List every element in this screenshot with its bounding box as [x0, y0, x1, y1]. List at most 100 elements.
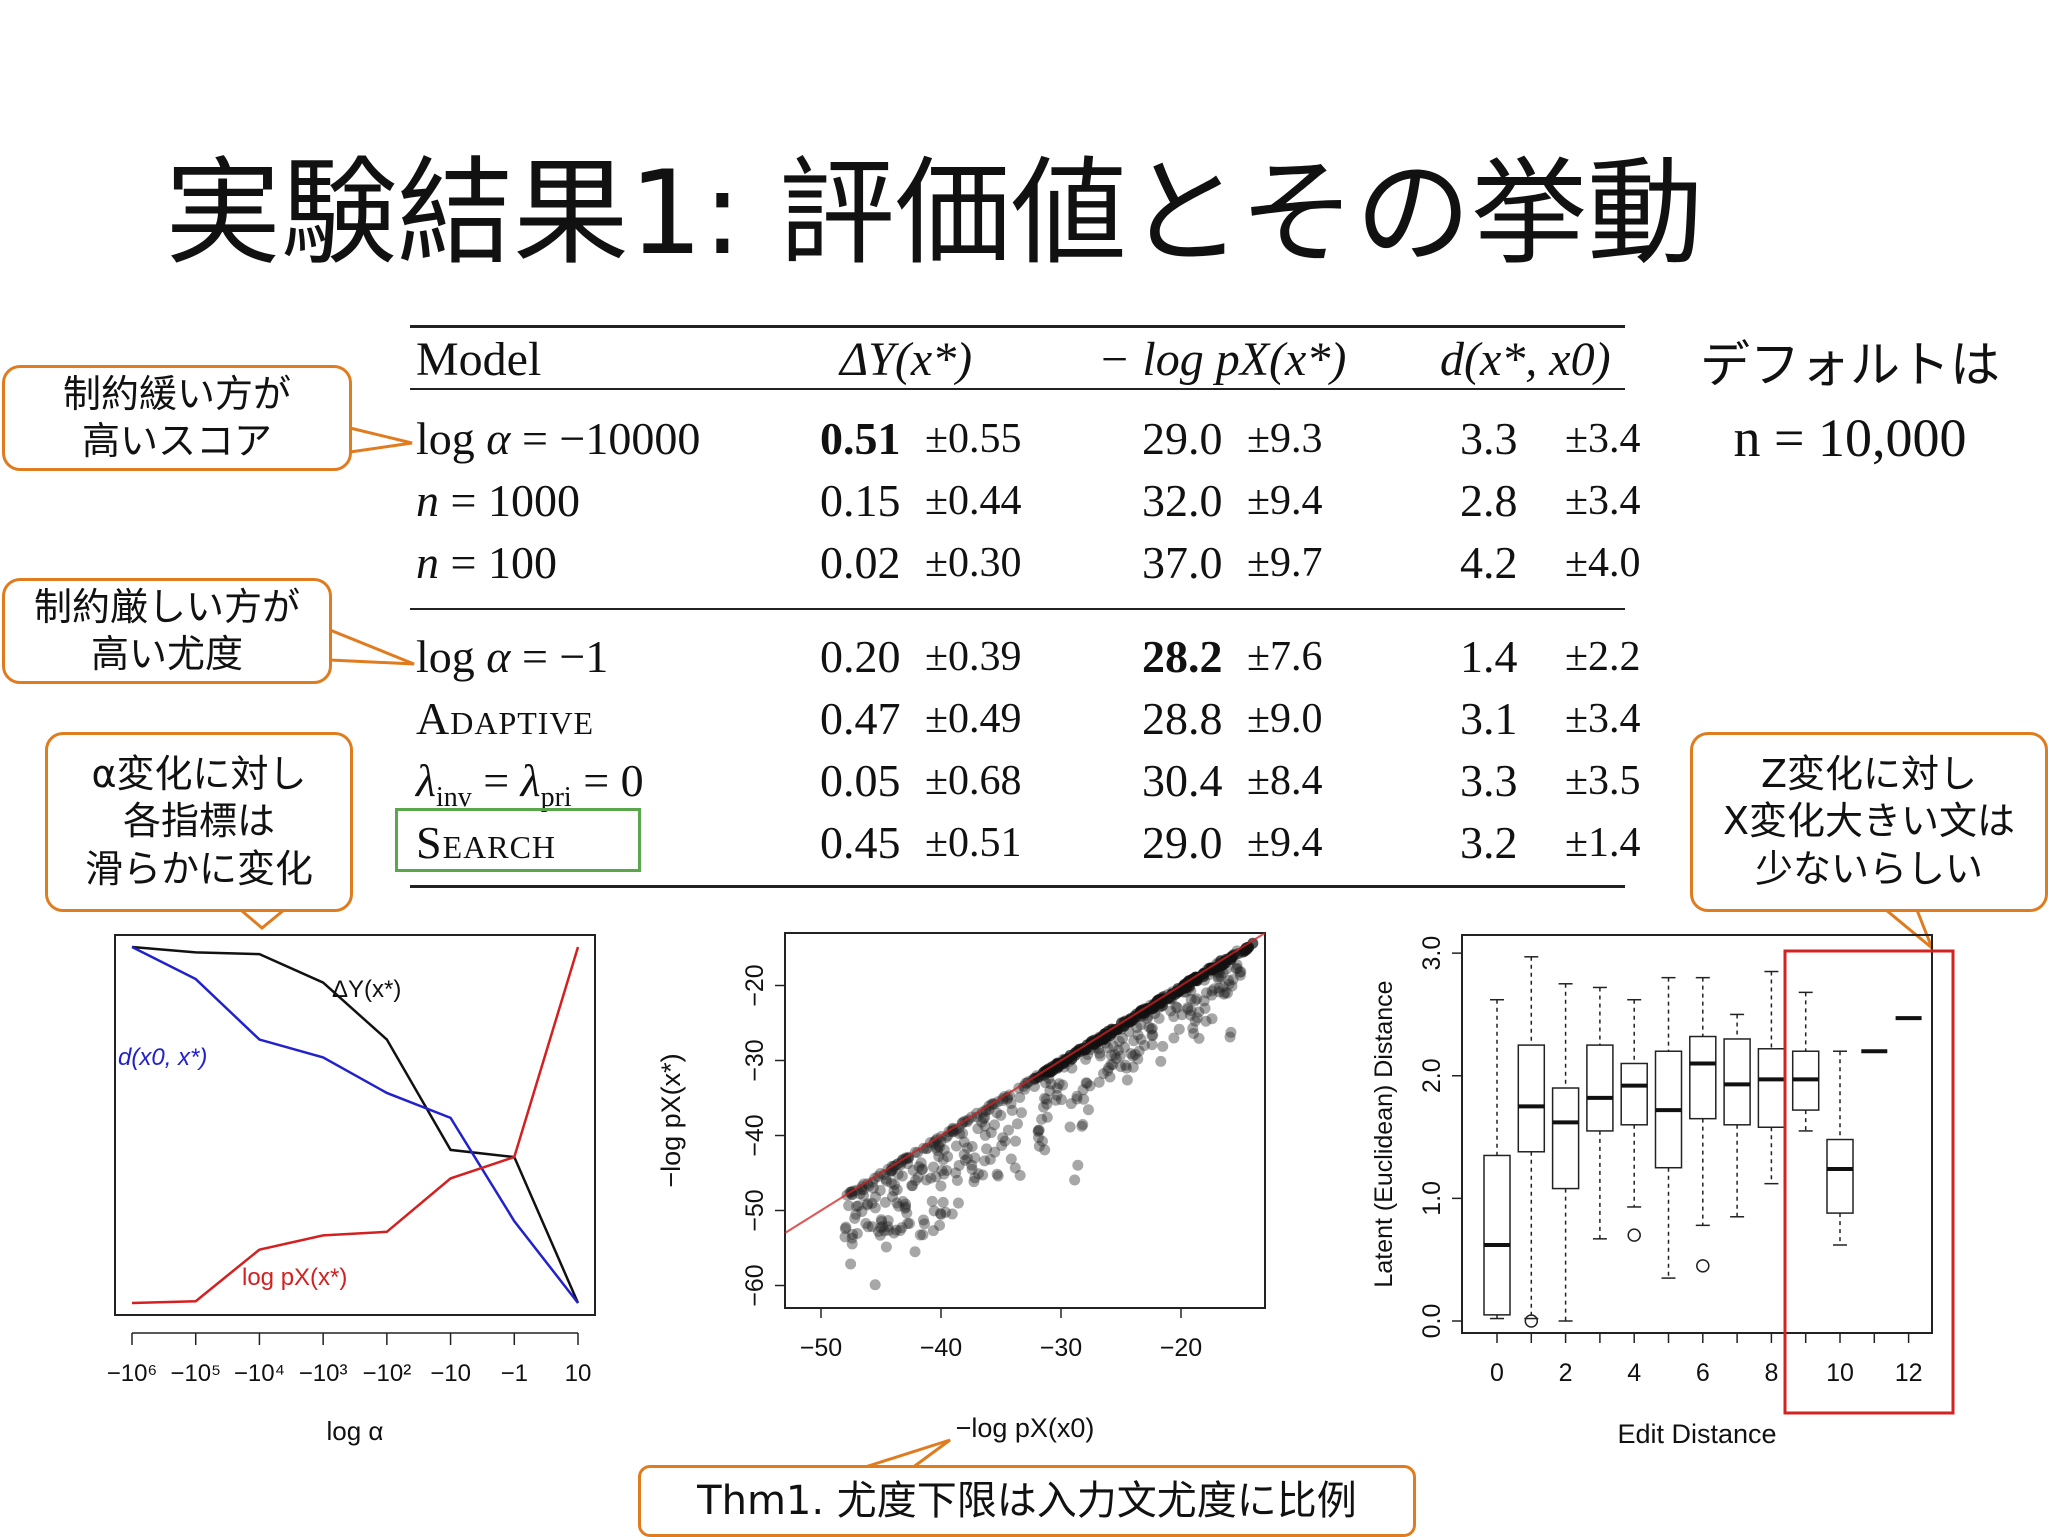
scatter-point	[899, 1202, 911, 1214]
scatter-point	[950, 1140, 962, 1152]
box-outlier	[1696, 1259, 1710, 1273]
x-tick-label: −10²	[363, 1360, 412, 1387]
scatter-point	[1105, 1059, 1117, 1071]
scatter-point	[991, 1168, 1003, 1180]
scatter-point	[1066, 1062, 1078, 1074]
scatter-point	[910, 1174, 922, 1186]
table-row-model: Adaptive	[416, 693, 595, 744]
callout-alpha-smooth-text: α変化に対し 各指標は 滑らかに変化	[84, 751, 313, 891]
scatter-point	[991, 1107, 1003, 1119]
scatter-point	[941, 1165, 953, 1177]
header-neg-log-p: − log pX(x*)	[1098, 333, 1347, 386]
scatter-point	[1132, 1053, 1144, 1065]
scatter-point	[1107, 1040, 1119, 1052]
series-line	[131, 945, 580, 1304]
scatter-point	[870, 1191, 882, 1203]
x-tick-label: −40	[920, 1334, 962, 1362]
scatter-point	[897, 1196, 909, 1208]
scatter-point	[896, 1170, 908, 1182]
table-cell-lp: 28.8	[1142, 693, 1223, 744]
scatter-point	[1119, 1041, 1131, 1053]
table-cell-lp-pm: ±9.4	[1247, 478, 1323, 524]
scatter-point	[1033, 1131, 1045, 1143]
scatter-point	[1005, 1097, 1017, 1109]
y-tick-label: −20	[741, 964, 769, 1006]
x-tick-label: 12	[1895, 1359, 1923, 1387]
scatter-point	[995, 1109, 1007, 1121]
scatter-point	[869, 1202, 881, 1214]
scatter-point	[1014, 1169, 1026, 1181]
plot-frame	[1461, 934, 1933, 1334]
table-cell-lp-pm: ±8.4	[1247, 758, 1323, 804]
scatter-point	[1193, 1032, 1205, 1044]
scatter-point	[857, 1190, 869, 1202]
scatter-point	[846, 1188, 858, 1200]
scatter-point	[1080, 1053, 1092, 1065]
scatter-point	[1227, 973, 1239, 985]
scatter-point	[1128, 1035, 1140, 1047]
scatter-point	[1231, 962, 1243, 974]
scatter-point	[1112, 1044, 1124, 1056]
scatter-point	[914, 1229, 926, 1241]
scatter-point	[976, 1106, 988, 1118]
y-axis-label: −log pX(x*)	[656, 1053, 686, 1187]
scatter-point	[966, 1140, 978, 1152]
scatter-point	[1102, 1042, 1114, 1054]
table-row-model: log α = −10000	[416, 413, 701, 464]
scatter-point	[961, 1116, 973, 1128]
scatter-point	[972, 1168, 984, 1180]
scatter-point	[999, 1135, 1011, 1147]
scatter-point	[1143, 1021, 1155, 1033]
scatter-point	[1032, 1126, 1044, 1138]
scatter-point	[961, 1142, 973, 1154]
scatter-point	[1184, 1009, 1196, 1021]
scatter-point	[1057, 1079, 1069, 1091]
scatter-point	[1185, 993, 1197, 1005]
scatter-point	[1040, 1093, 1052, 1105]
scatter-point	[938, 1144, 950, 1156]
scatter-point	[847, 1228, 859, 1240]
scatter-point	[1039, 1092, 1051, 1104]
scatter-point	[1050, 1094, 1062, 1106]
table-cell-lp: 29.0	[1142, 817, 1223, 868]
scatter-point	[900, 1198, 912, 1210]
x-tick-label: 4	[1627, 1359, 1641, 1387]
scatter-point	[1146, 1039, 1158, 1051]
scatter-point	[1053, 1078, 1065, 1090]
table-cell-lp: 37.0	[1142, 537, 1223, 588]
x-tick-label: −1	[501, 1360, 528, 1387]
scatter-point	[846, 1238, 858, 1250]
table-cell-dy-pm: ±0.51	[925, 820, 1022, 866]
table-cell-dy: 0.47	[820, 693, 901, 744]
scatter-point	[984, 1153, 996, 1165]
table-cell-dy: 0.15	[820, 475, 901, 526]
scatter-point	[1094, 1050, 1106, 1062]
series-label: ΔY(x*)	[332, 976, 401, 1003]
scatter-point	[1191, 993, 1203, 1005]
scatter-point	[1127, 1061, 1139, 1073]
x-tick-label: 2	[1559, 1359, 1573, 1387]
table-cell-d-pm: ±4.0	[1565, 540, 1641, 586]
scatter-point	[958, 1136, 970, 1148]
scatter-point	[1098, 1068, 1110, 1080]
box-body	[1586, 1044, 1614, 1132]
table-cell-dy-pm: ±0.49	[925, 696, 1022, 742]
scatter-point	[1199, 1002, 1211, 1014]
table-cell-dy-pm: ±0.39	[925, 634, 1022, 680]
scatter-point	[969, 1172, 981, 1184]
scatter-point	[937, 1196, 949, 1208]
scatter-point	[930, 1142, 942, 1154]
box-body	[1689, 1035, 1717, 1120]
scatter-point	[1072, 1159, 1084, 1171]
x-tick-label: −10	[430, 1360, 471, 1387]
scatter-point	[1010, 1135, 1022, 1147]
scatter-point	[935, 1136, 947, 1148]
table-cell-lp: 29.0	[1142, 413, 1223, 464]
scatter-point	[1018, 1080, 1030, 1092]
scatter-point	[915, 1157, 927, 1169]
scatter-point	[918, 1218, 930, 1230]
scatter-point	[861, 1199, 873, 1211]
scatter-point	[927, 1225, 939, 1237]
scatter-point	[972, 1123, 984, 1135]
